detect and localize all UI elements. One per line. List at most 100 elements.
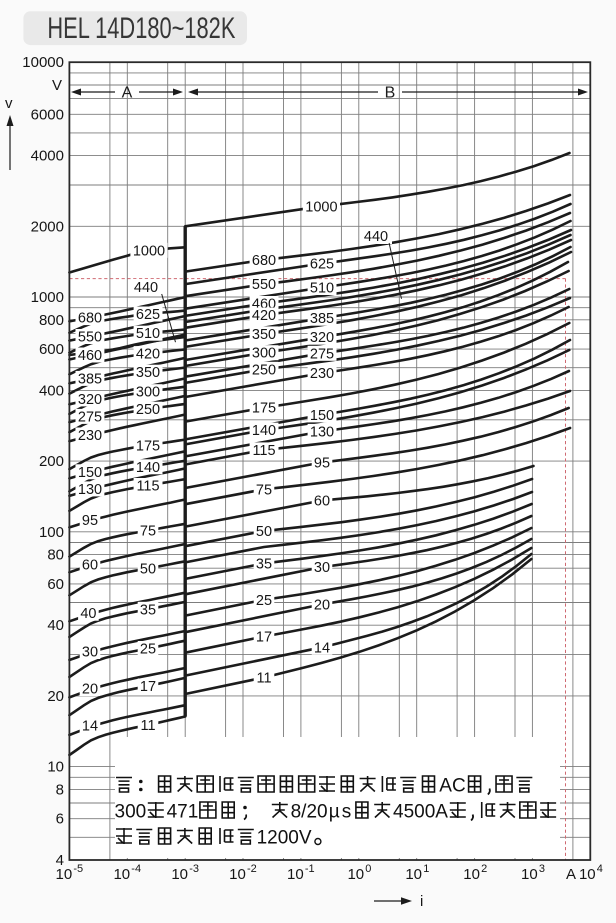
svg-text:60: 60 xyxy=(82,558,98,574)
svg-text:300: 300 xyxy=(136,385,160,401)
svg-text:150: 150 xyxy=(78,465,102,481)
svg-text:40: 40 xyxy=(47,617,64,634)
svg-text:550: 550 xyxy=(78,330,102,346)
svg-text:100: 100 xyxy=(39,524,64,541)
svg-text:350: 350 xyxy=(136,365,160,381)
svg-text:385: 385 xyxy=(310,311,334,327)
svg-text:3: 3 xyxy=(539,863,545,875)
svg-text:460: 460 xyxy=(78,348,102,364)
svg-text:-3: -3 xyxy=(189,863,199,875)
svg-text:17: 17 xyxy=(256,630,272,646)
svg-text:1000: 1000 xyxy=(305,199,337,215)
svg-text:95: 95 xyxy=(314,455,330,471)
svg-text:2000: 2000 xyxy=(31,218,64,235)
svg-text:30: 30 xyxy=(82,645,98,661)
svg-text:440: 440 xyxy=(134,280,158,296)
svg-text:17: 17 xyxy=(140,679,156,695)
svg-text:6000: 6000 xyxy=(31,106,64,123)
svg-text:HEL 14D180~182K: HEL 14D180~182K xyxy=(47,12,235,45)
svg-text:20: 20 xyxy=(47,688,64,705)
svg-text:10: 10 xyxy=(287,866,304,883)
svg-text:4: 4 xyxy=(56,852,64,869)
svg-text:400: 400 xyxy=(39,382,64,399)
svg-text:471: 471 xyxy=(167,801,199,822)
svg-text:11: 11 xyxy=(256,671,271,687)
svg-text:600: 600 xyxy=(39,341,64,358)
svg-text:1000: 1000 xyxy=(31,289,64,306)
svg-text:300: 300 xyxy=(115,801,147,822)
svg-text:115: 115 xyxy=(252,443,275,459)
svg-text:320: 320 xyxy=(78,392,102,408)
svg-text:625: 625 xyxy=(310,257,334,273)
svg-text:µ: µ xyxy=(329,801,340,822)
svg-text:230: 230 xyxy=(310,366,334,382)
svg-text:175: 175 xyxy=(136,438,160,454)
svg-text:50: 50 xyxy=(256,524,272,540)
svg-text:95: 95 xyxy=(82,513,98,529)
svg-text:10: 10 xyxy=(405,866,422,883)
svg-text:-5: -5 xyxy=(73,863,83,875)
svg-text:4000: 4000 xyxy=(31,148,64,165)
svg-text:1200V: 1200V xyxy=(257,827,312,848)
svg-text:1: 1 xyxy=(423,863,429,875)
svg-text:i: i xyxy=(420,893,423,910)
svg-text:75: 75 xyxy=(140,524,156,540)
svg-text:2: 2 xyxy=(481,863,487,875)
svg-text:130: 130 xyxy=(78,482,102,498)
svg-text:510: 510 xyxy=(136,326,160,342)
svg-text:250: 250 xyxy=(252,362,276,378)
svg-text:420: 420 xyxy=(252,308,276,324)
svg-text:550: 550 xyxy=(252,277,276,293)
svg-text:8: 8 xyxy=(56,781,64,798)
svg-text:1000: 1000 xyxy=(133,243,165,259)
svg-text:A: A xyxy=(122,85,133,102)
svg-text:4500A: 4500A xyxy=(393,801,448,822)
svg-text:275: 275 xyxy=(78,409,102,425)
svg-text:10000: 10000 xyxy=(22,54,64,71)
svg-text:20: 20 xyxy=(82,682,98,698)
svg-text:10: 10 xyxy=(47,759,64,776)
svg-text:625: 625 xyxy=(136,307,160,323)
svg-text:60: 60 xyxy=(47,576,64,593)
svg-text:4: 4 xyxy=(597,863,603,875)
svg-text:80: 80 xyxy=(47,547,64,564)
svg-text:11: 11 xyxy=(140,718,155,734)
svg-text:130: 130 xyxy=(310,424,334,440)
svg-text:680: 680 xyxy=(78,311,102,327)
svg-text:s: s xyxy=(342,801,352,822)
svg-text:510: 510 xyxy=(310,281,334,297)
svg-text:10: 10 xyxy=(347,866,364,883)
svg-text:140: 140 xyxy=(136,460,160,476)
svg-text:35: 35 xyxy=(256,556,272,572)
svg-text:25: 25 xyxy=(140,642,156,658)
svg-text:200: 200 xyxy=(39,453,64,470)
svg-text:-1: -1 xyxy=(305,863,315,875)
svg-text:150: 150 xyxy=(310,408,334,424)
svg-text:10: 10 xyxy=(229,866,246,883)
svg-text:V: V xyxy=(52,77,62,94)
svg-text:175: 175 xyxy=(252,401,276,417)
svg-text:-4: -4 xyxy=(131,863,141,875)
svg-text:320: 320 xyxy=(310,330,334,346)
svg-text:14: 14 xyxy=(314,640,330,656)
svg-text:30: 30 xyxy=(314,560,330,576)
svg-text:8/20: 8/20 xyxy=(291,801,328,822)
svg-text:420: 420 xyxy=(136,347,160,363)
svg-text:300: 300 xyxy=(252,346,276,362)
svg-text:800: 800 xyxy=(39,312,64,329)
svg-text:A: A xyxy=(566,866,576,883)
svg-text:10: 10 xyxy=(463,866,480,883)
svg-text:0: 0 xyxy=(365,863,371,875)
svg-text:10: 10 xyxy=(56,866,73,883)
svg-text:20: 20 xyxy=(314,597,330,613)
svg-text:10: 10 xyxy=(113,866,130,883)
svg-text:60: 60 xyxy=(314,494,330,510)
svg-text:140: 140 xyxy=(252,423,276,439)
svg-text:440: 440 xyxy=(364,229,388,245)
svg-text:14: 14 xyxy=(82,719,98,735)
svg-text:275: 275 xyxy=(310,346,334,362)
svg-text:115: 115 xyxy=(136,479,159,495)
svg-text:6: 6 xyxy=(56,811,64,828)
svg-text:AC: AC xyxy=(439,775,465,796)
svg-text:-2: -2 xyxy=(247,863,257,875)
